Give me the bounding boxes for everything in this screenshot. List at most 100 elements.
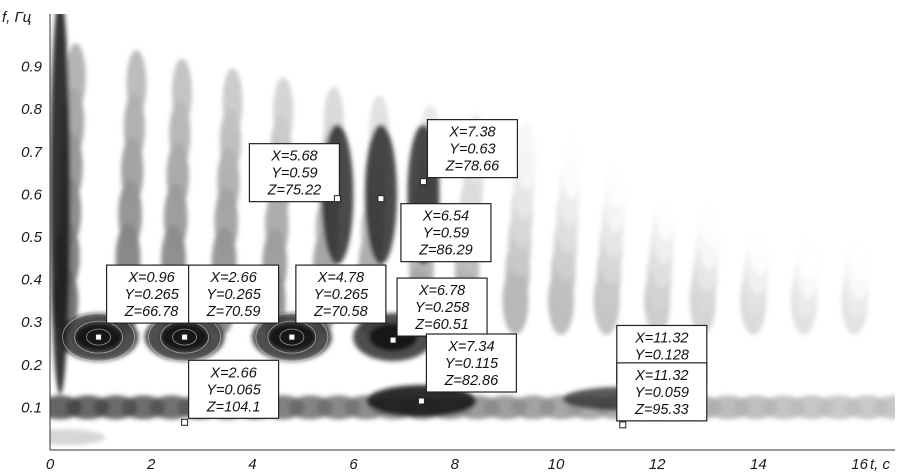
annotation-text: X=7.38 [448,125,495,141]
contour-ring [172,328,197,346]
annotation-text: Y=0.59 [423,226,469,242]
contour-ring [62,312,135,362]
x-tick-label: 4 [248,456,256,473]
annotation-text: X=11.32 [634,330,688,346]
x-tick-label: 14 [750,456,767,473]
annotation: X=6.54Y=0.59Z=86.29 [377,195,492,263]
annotation-text: Z=70.59 [206,304,261,320]
y-tick-label: 0.9 [21,59,43,76]
y-tick-label: 0.1 [21,399,42,416]
annotation-text: Z=75.22 [267,183,322,199]
spectrogram-blob [65,43,86,112]
annotation-point-marker [619,421,627,429]
x-tick-label: 10 [548,456,565,473]
annotation-point-marker [389,336,397,344]
annotation-text: Y=0.065 [206,382,261,398]
spectrogram-blob [50,14,71,395]
annotation-text: Y=0.265 [314,287,369,303]
y-tick-label: 0.3 [21,314,43,331]
annotation-text: Y=0.115 [445,356,499,372]
x-tick-label: 2 [146,456,156,473]
spectrogram-blob [561,131,582,200]
contour-ring [255,312,329,362]
spectrogram-texture [50,14,895,446]
annotation-text: Z=82.86 [444,373,500,389]
annotation-text: Y=0.265 [124,287,179,303]
annotation-text: X=11.32 [634,368,688,384]
spectrogram-blob [607,139,628,208]
x-tick-label: 12 [649,456,666,473]
contour-ring [279,328,305,346]
spectrogram-blob [273,77,294,146]
annotation-point-marker [333,195,341,203]
x-tick-label: 8 [451,456,460,473]
annotation-text: Z=78.66 [445,159,501,175]
x-tick-label: 6 [349,456,358,473]
annotation-box [400,203,492,263]
annotation-box [425,333,518,393]
annotation-text: X=2.66 [209,365,257,381]
annotation: X=5.68Y=0.59Z=75.22 [248,143,341,203]
y-tick-label: 0.6 [21,186,43,203]
annotation-box [396,277,488,337]
contour-ring [86,328,111,346]
annotation-box [248,143,341,203]
annotation-text: X=4.78 [317,270,364,286]
y-axis-label: f, Гц [2,9,32,26]
annotation-point-marker [181,418,189,426]
annotation-text: Z=70.58 [313,304,368,320]
spectrogram-blob [516,122,537,191]
annotation-box [616,362,708,422]
annotation-text: X=6.78 [418,283,465,299]
axes [49,14,895,451]
y-tick-label: 0.4 [21,272,42,289]
spectrogram-blob [171,58,192,127]
annotation-point-marker [417,397,425,405]
y-tick-label: 0.2 [21,357,43,374]
annotation-box [187,359,280,419]
contour-ring [74,320,123,354]
annotation: X=7.38Y=0.63Z=78.66 [419,119,519,186]
annotation-text: Y=0.059 [635,385,689,401]
x-tick-label: 16 [851,456,868,473]
annotation-text: Y=0.63 [449,142,495,158]
annotation-box [426,119,519,179]
contour-ring [267,320,317,354]
x-tick-label: 0 [46,456,55,473]
spectrogram-field [50,14,895,446]
spectrogram-blob [753,166,774,235]
y-tick-label: 0.5 [21,229,43,246]
spectrogram-blob [50,429,106,446]
annotation-text: Z=60.51 [414,317,469,333]
spectrogram-blob [126,50,147,119]
annotation-text: Y=0.128 [635,347,689,363]
annotation-point-marker [419,178,427,186]
x-axis-label: t, c [870,456,891,473]
y-tick-label: 0.8 [21,101,43,118]
spectrogram-blob [873,395,895,420]
annotation-text: Y=0.59 [271,166,317,182]
annotation-text: Z=86.29 [418,243,473,259]
spectrogram-blob [703,157,724,226]
annotation-text: Z=104.1 [206,399,261,415]
annotation-text: X=2.66 [209,270,257,286]
annotation-text: Y=0.265 [206,287,261,303]
annotation-text: Z=66.78 [124,304,179,320]
annotation-point-marker [377,195,385,203]
spectrogram-blob [804,176,825,245]
annotation-text: X=7.34 [447,339,494,355]
annotations: X=0.96Y=0.265Z=66.78X=2.66Y=0.265Z=70.59… [95,119,708,429]
annotation-point-marker [288,333,296,341]
annotation-text: X=0.96 [127,270,175,286]
x-tick-labels: 0 2 4 6 8 10 12 14 16 [46,456,869,473]
annotation-point-marker [95,333,103,341]
y-tick-labels: 0.1 0.2 0.3 0.4 0.5 0.6 0.7 0.8 0.9 [21,59,43,417]
annotation-point-marker [181,333,189,341]
